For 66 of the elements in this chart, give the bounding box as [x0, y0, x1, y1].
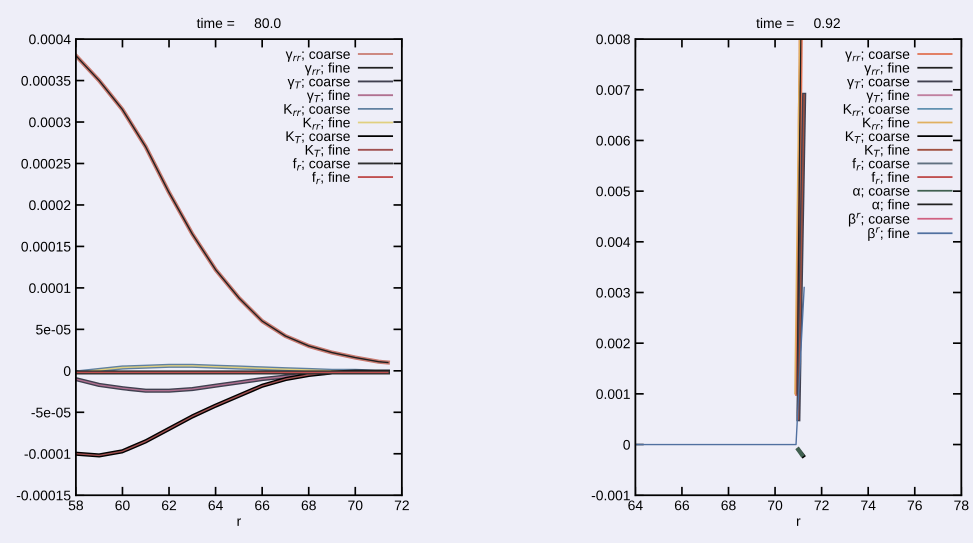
y-tick-label: 0.00025: [21, 158, 70, 169]
legend-label: γ$_{T}$; fine: [866, 90, 910, 103]
chart-title: time = 0.92: [756, 18, 840, 28]
x-tick-label: 72: [814, 500, 829, 510]
legend-label: K$_{rr}$; fine: [863, 117, 910, 130]
y-tick-label: 0.0001: [29, 283, 70, 294]
y-tick-label: 0.0002: [29, 200, 70, 210]
x-tick-label: 70: [348, 500, 362, 510]
x-tick-label: 64: [628, 500, 643, 510]
legend-label: α; fine: [872, 199, 910, 212]
legend-label: f$_{r}$; fine: [312, 172, 350, 184]
y-tick-label: 0.001: [596, 389, 630, 400]
legend-label: K$_{T}$; coarse: [846, 131, 910, 144]
legend-label: β$^{r}$; fine: [868, 227, 910, 241]
legend-label: K$_{rr}$; fine: [304, 117, 350, 130]
legend-label: γ$_{rr}$; coarse: [845, 51, 910, 62]
x-tick-label: 76: [908, 500, 922, 510]
y-tick-label: 0.002: [596, 338, 630, 348]
legend-label: K$_{rr}$; coarse: [284, 104, 350, 116]
x-tick-label: 74: [861, 500, 876, 510]
y-tick-label: 0.0004: [29, 34, 71, 44]
legend-label: γ$_{rr}$; fine: [864, 62, 910, 76]
legend-label: f$_{r}$; coarse: [852, 158, 910, 170]
y-tick-label: 0.005: [596, 186, 630, 196]
legend-label: γ$_{T}$; coarse: [288, 78, 350, 90]
legend-label: β$^{r}$; coarse: [848, 212, 910, 226]
y-tick-label: 0.00035: [21, 76, 70, 86]
chart-title: time = 80.0: [196, 18, 281, 28]
y-tick-label: 0.004: [596, 237, 630, 247]
legend-label: γ$_{T}$; fine: [306, 90, 350, 103]
legend-label: K$_{rr}$; coarse: [844, 104, 910, 116]
x-tick-label: 68: [721, 500, 736, 510]
legend-label: γ$_{rr}$; coarse: [286, 51, 350, 62]
y-tick-label: 0.007: [596, 85, 630, 95]
x-tick-label: 66: [255, 500, 270, 510]
y-tick-label: -5e-05: [32, 408, 70, 418]
y-tick-label: -0.001: [592, 490, 630, 500]
x-tick-label: 66: [674, 500, 690, 510]
x-tick-label: 64: [208, 500, 223, 510]
legend-label: K$_{T}$; coarse: [286, 131, 350, 144]
y-tick-label: 0.003: [596, 288, 630, 298]
x-tick-label: 68: [302, 500, 316, 510]
y-tick-label: 0.0003: [29, 117, 70, 128]
y-tick-label: 0: [623, 440, 630, 450]
legend-label: γ$_{T}$; coarse: [847, 78, 910, 90]
y-tick-label: 0.008: [596, 34, 630, 44]
x-tick-label: 58: [68, 500, 84, 510]
legend-label: K$_{T}$; fine: [306, 144, 350, 157]
legend-label: γ$_{rr}$; fine: [304, 62, 350, 76]
legend-label: f$_{r}$; fine: [872, 172, 910, 184]
x-tick-label: 62: [162, 500, 176, 510]
x-tick-label: 72: [394, 500, 409, 510]
legend-label: α; coarse: [853, 188, 910, 198]
y-tick-label: 0: [64, 366, 70, 376]
x-axis-title: r: [796, 518, 800, 526]
y-tick-label: -0.0001: [24, 449, 70, 459]
x-tick-label: 60: [115, 500, 130, 510]
y-tick-label: 0.006: [596, 136, 630, 146]
legend-label: K$_{T}$; fine: [865, 144, 910, 157]
y-tick-label: 0.00015: [21, 242, 70, 252]
y-tick-label: 5e-05: [36, 324, 70, 335]
x-tick-label: 78: [954, 500, 968, 510]
x-axis-title: r: [237, 518, 241, 526]
legend-label: f$_{r}$; coarse: [292, 158, 350, 170]
x-tick-label: 70: [768, 500, 782, 510]
y-tick-label: -0.00015: [16, 490, 70, 500]
